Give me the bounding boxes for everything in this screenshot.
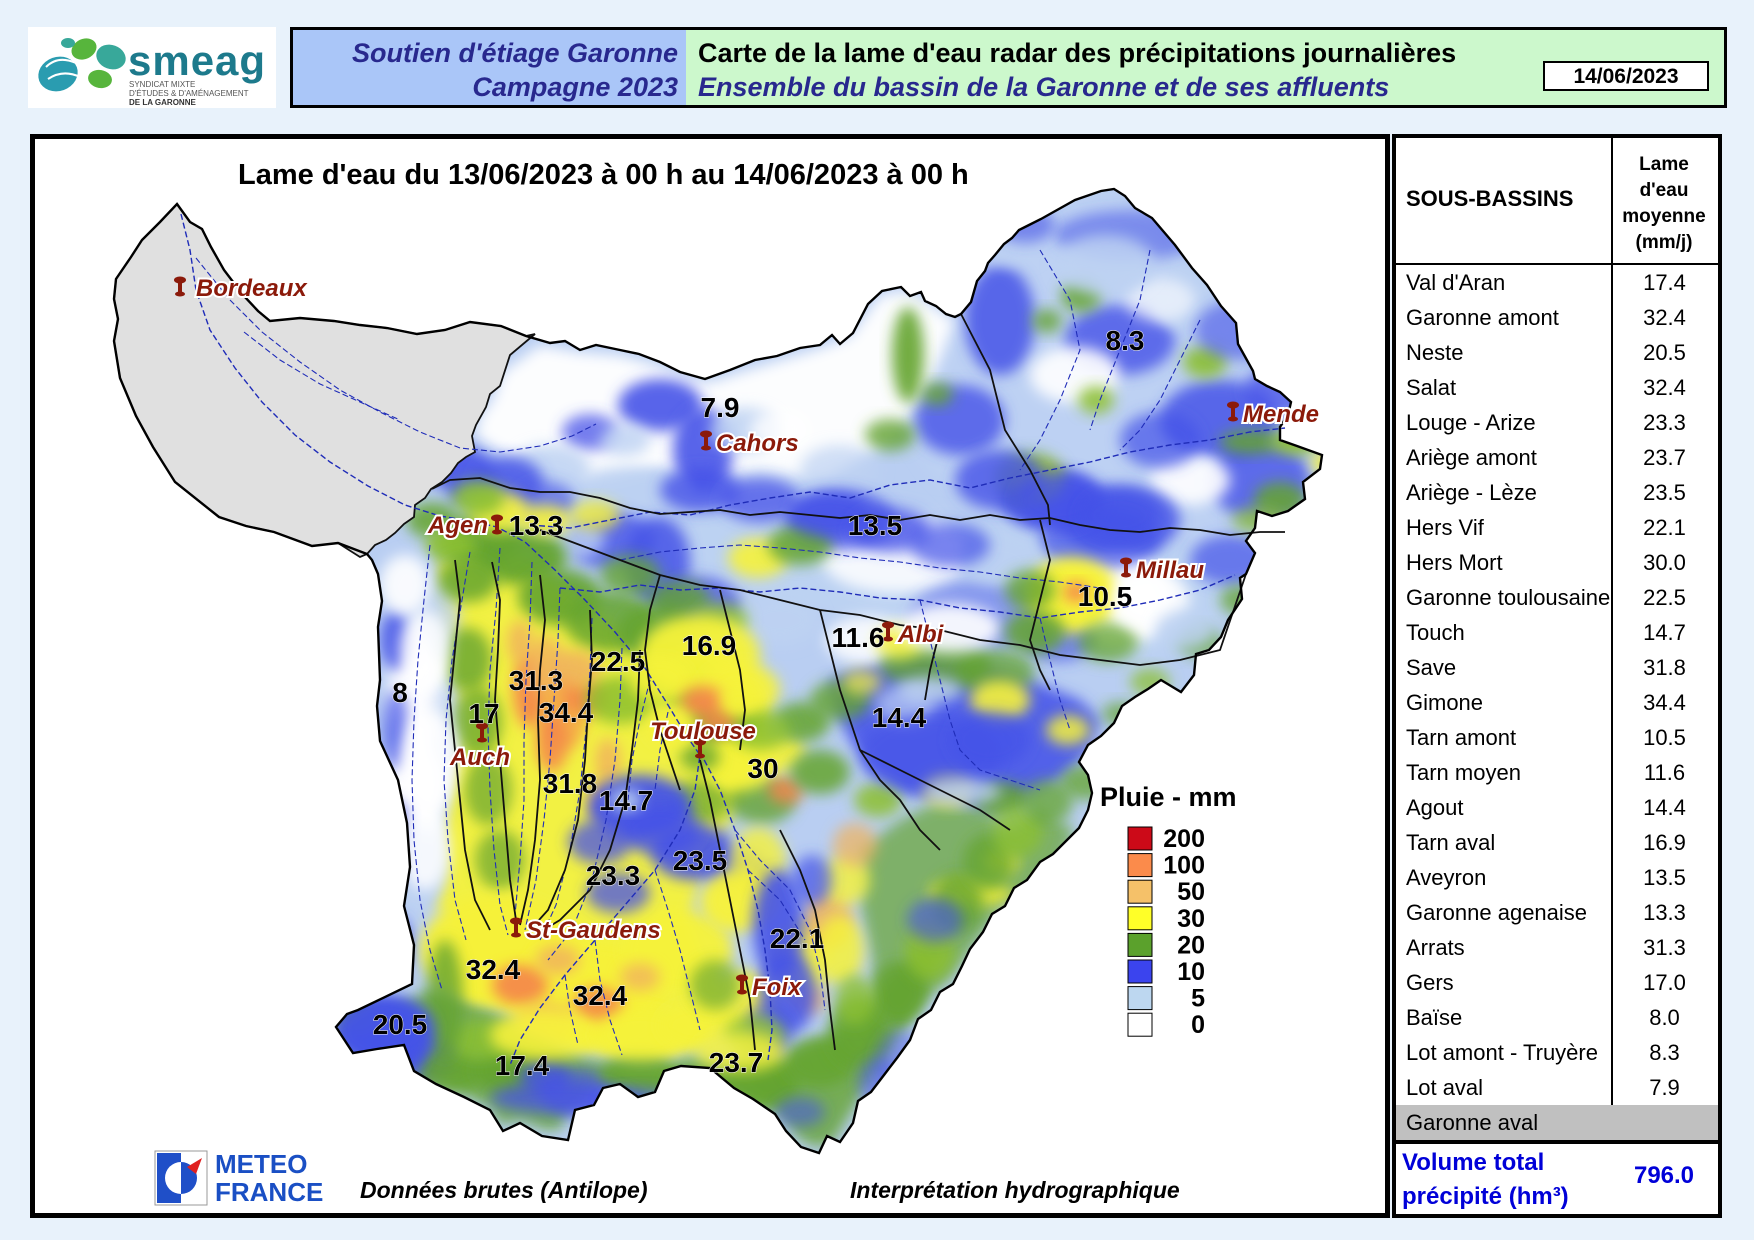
svg-text:Auch: Auch: [449, 744, 510, 771]
svg-text:13.3: 13.3: [509, 510, 564, 541]
svg-text:32.4: 32.4: [466, 954, 521, 985]
svg-text:Bordeaux: Bordeaux: [196, 275, 308, 302]
svg-text:14.7: 14.7: [599, 785, 654, 816]
svg-text:30: 30: [1177, 905, 1205, 933]
svg-text:Agen: Agen: [427, 512, 488, 539]
svg-text:Interprétation hydrographique: Interprétation hydrographique: [850, 1177, 1180, 1203]
svg-text:Toulouse: Toulouse: [650, 718, 756, 745]
svg-text:13.5: 13.5: [848, 510, 903, 541]
svg-text:Foix: Foix: [752, 974, 803, 1001]
svg-text:22.1: 22.1: [770, 923, 825, 954]
svg-text:31.8: 31.8: [543, 768, 598, 799]
svg-text:34.4: 34.4: [539, 697, 594, 728]
svg-text:50: 50: [1177, 878, 1205, 906]
svg-text:17: 17: [468, 698, 499, 729]
svg-text:10: 10: [1177, 958, 1205, 986]
svg-text:8: 8: [392, 677, 408, 708]
svg-text:23.3: 23.3: [586, 860, 641, 891]
svg-text:32.4: 32.4: [573, 980, 628, 1011]
svg-text:100: 100: [1163, 852, 1205, 880]
svg-text:Pluie - mm: Pluie - mm: [1100, 782, 1237, 812]
svg-text:23.7: 23.7: [709, 1047, 764, 1078]
svg-text:smeag: smeag: [128, 37, 266, 84]
svg-text:Mende: Mende: [1243, 401, 1319, 428]
svg-text:8.3: 8.3: [1106, 325, 1145, 356]
svg-text:7.9: 7.9: [701, 392, 740, 423]
svg-text:22.5: 22.5: [591, 646, 646, 677]
svg-text:Lame d'eau du 13/06/2023 à 00: Lame d'eau du 13/06/2023 à 00 h au 14/06…: [238, 159, 969, 191]
svg-text:17.4: 17.4: [495, 1050, 550, 1081]
svg-text:Millau: Millau: [1136, 557, 1204, 584]
svg-text:14.4: 14.4: [872, 702, 927, 733]
svg-text:31.3: 31.3: [509, 665, 564, 696]
svg-text:0: 0: [1191, 1011, 1205, 1039]
svg-text:23.5: 23.5: [673, 845, 728, 876]
svg-text:Albi: Albi: [897, 621, 945, 648]
svg-text:10.5: 10.5: [1078, 581, 1133, 612]
svg-text:200: 200: [1163, 825, 1205, 853]
svg-text:D'ÉTUDES & D'AMÉNAGEMENT: D'ÉTUDES & D'AMÉNAGEMENT: [129, 89, 249, 98]
svg-text:Cahors: Cahors: [716, 430, 799, 457]
svg-text:FRANCE: FRANCE: [215, 1177, 323, 1207]
svg-text:METEO: METEO: [215, 1149, 307, 1179]
svg-text:20: 20: [1177, 931, 1205, 959]
svg-text:11.6: 11.6: [832, 622, 885, 653]
svg-text:5: 5: [1191, 985, 1205, 1013]
svg-text:St-Gaudens: St-Gaudens: [526, 917, 661, 944]
svg-text:SYNDICAT MIXTE: SYNDICAT MIXTE: [129, 80, 195, 89]
svg-text:DE LA GARONNE: DE LA GARONNE: [129, 98, 196, 107]
svg-text:Données brutes (Antilope): Données brutes (Antilope): [360, 1177, 648, 1203]
svg-text:20.5: 20.5: [373, 1009, 428, 1040]
svg-text:16.9: 16.9: [682, 630, 737, 661]
svg-text:30: 30: [747, 753, 778, 784]
